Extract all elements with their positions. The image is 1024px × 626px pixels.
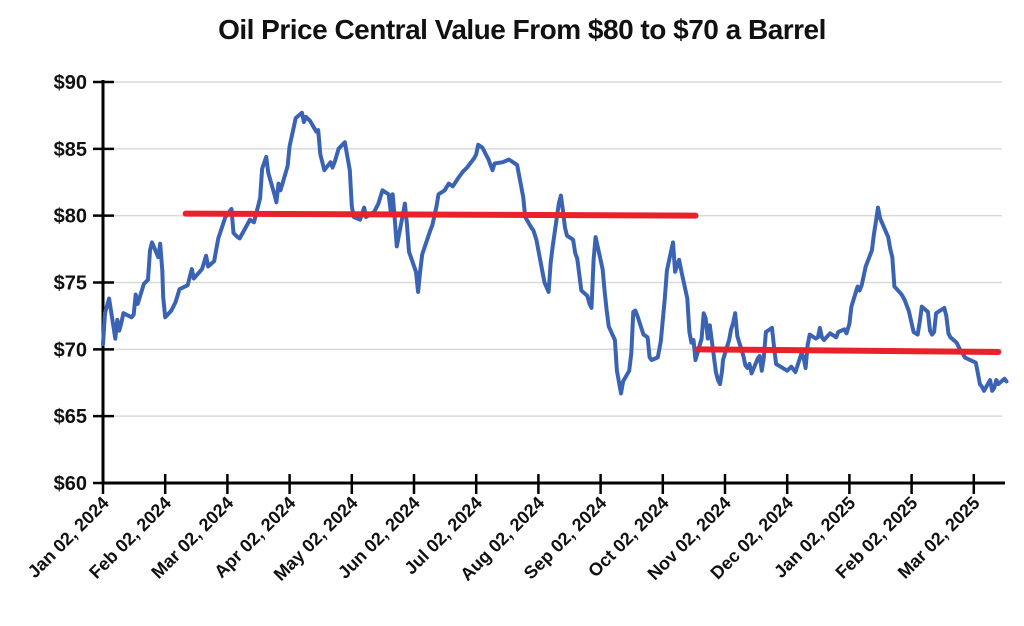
y-tick-label-60: $60 [54,473,87,495]
reference-line-central-value-70 [694,346,1002,356]
reference-line-central-value-80 [182,210,699,219]
chart-title: Oil Price Central Value From $80 to $70 … [218,14,826,45]
y-tick-label-85: $85 [54,139,87,161]
y-tick-label-75: $75 [54,273,87,295]
y-tick-label-70: $70 [54,339,87,361]
y-tick-label-80: $80 [54,206,87,228]
y-tick-label-90: $90 [54,72,87,94]
y-tick-label-65: $65 [54,406,87,428]
price-line-oil-price [101,110,1009,396]
